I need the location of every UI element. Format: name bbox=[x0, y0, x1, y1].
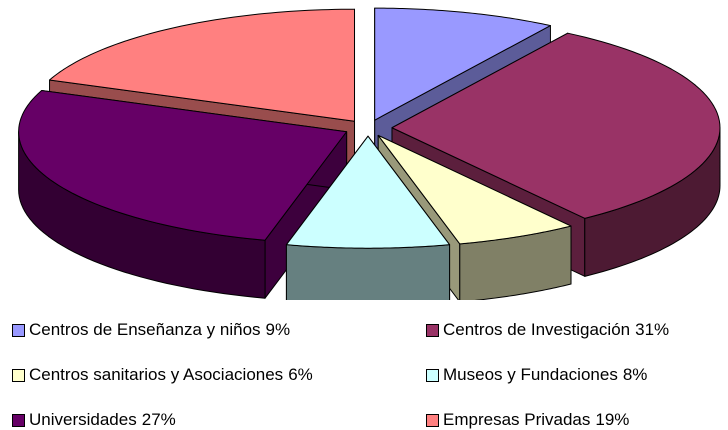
legend-item: Universidades 27% bbox=[12, 410, 176, 430]
legend-label: Centros sanitarios y Asociaciones bbox=[29, 365, 284, 384]
slice-top bbox=[49, 8, 356, 122]
legend-value: 6% bbox=[288, 365, 313, 384]
legend-value: 9% bbox=[265, 320, 291, 339]
legend-label: Museos y Fundaciones bbox=[443, 365, 618, 384]
legend-item: Museos y Fundaciones 8% bbox=[426, 365, 647, 385]
legend-item: Centros sanitarios y Asociaciones 6% bbox=[12, 365, 313, 385]
legend-value: 8% bbox=[622, 365, 648, 384]
legend-value: 27% bbox=[141, 410, 176, 429]
legend-item: Centros de Investigación 31% bbox=[426, 320, 669, 340]
slice-top bbox=[285, 135, 451, 249]
legend-label: Empresas Privadas bbox=[443, 410, 591, 429]
legend-item: Empresas Privadas 19% bbox=[426, 410, 629, 430]
legend-label: Centros de Enseñanza y niños bbox=[29, 320, 261, 339]
legend-swatch bbox=[426, 368, 439, 382]
legend-item: Centros de Enseñanza y niños 9% bbox=[12, 320, 290, 340]
legend: Centros de Enseñanza y niños 9% Centros de… bbox=[0, 312, 728, 430]
legend-label: Centros de Investigación bbox=[443, 320, 631, 339]
legend-swatch bbox=[426, 323, 439, 337]
legend-swatch bbox=[12, 323, 25, 337]
slice-side bbox=[285, 244, 451, 300]
legend-swatch bbox=[12, 413, 25, 427]
slice bbox=[18, 89, 348, 299]
chart bbox=[18, 7, 721, 300]
legend-value: 19% bbox=[595, 410, 630, 429]
legend-swatch bbox=[426, 413, 439, 427]
slice-top bbox=[18, 89, 348, 241]
slice-top bbox=[377, 134, 572, 245]
legend-value: 31% bbox=[635, 320, 670, 339]
slice-top bbox=[391, 32, 721, 219]
slice-top bbox=[374, 7, 551, 121]
slice bbox=[285, 135, 451, 300]
legend-label: Universidades bbox=[29, 410, 137, 429]
legend-swatch bbox=[12, 368, 25, 382]
